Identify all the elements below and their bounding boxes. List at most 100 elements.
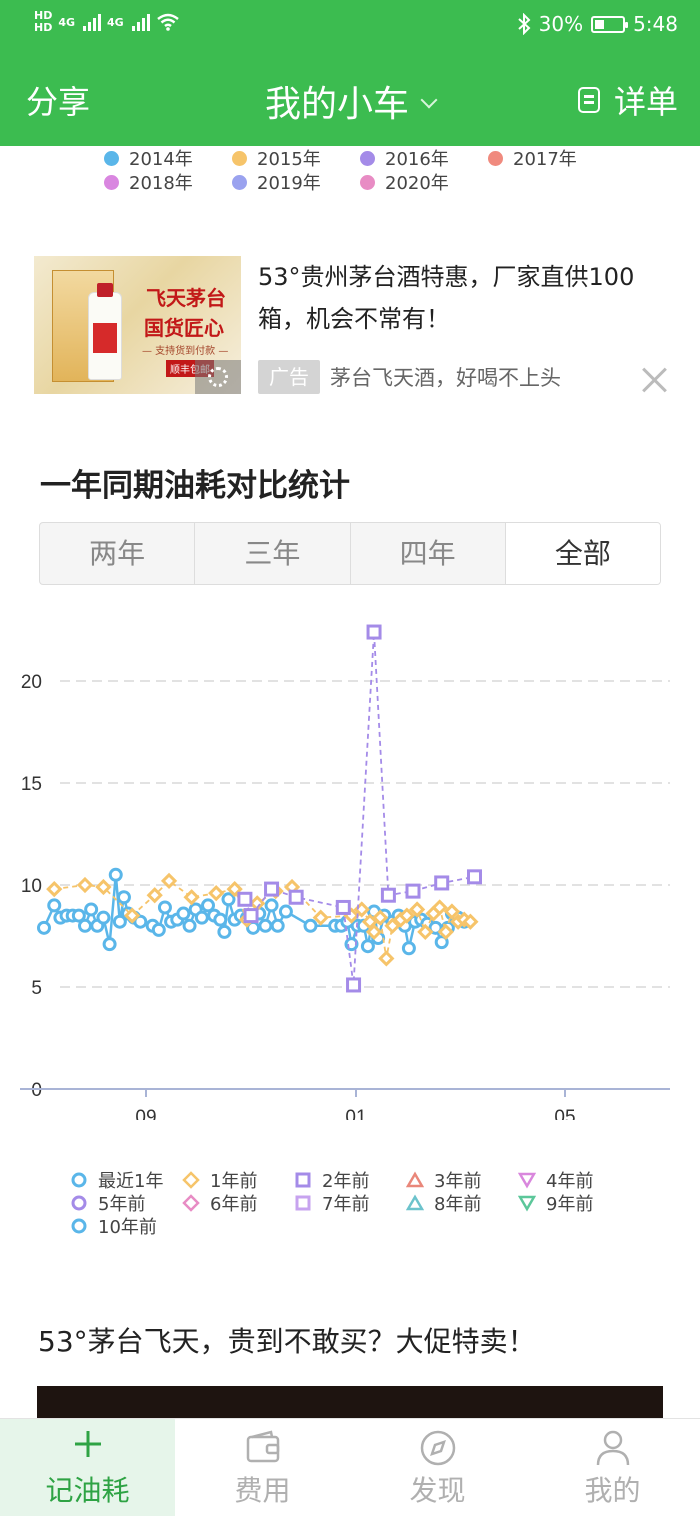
tab-label: 发现 (409, 1474, 466, 1507)
tab-record-fuel[interactable]: 记油耗 (0, 1419, 175, 1516)
compass-icon (420, 1430, 455, 1466)
share-button[interactable]: 分享 (26, 83, 91, 121)
data-point (378, 950, 395, 967)
data-point (431, 899, 448, 916)
legend-item[interactable]: 2015年 (232, 145, 360, 171)
y-tick-label: 20 (21, 672, 42, 693)
data-point (102, 937, 117, 952)
ad-banner[interactable]: 飞天茅台 国货匠心 — 支持货到付款 — 顺丰包邮 53°贵州茅台酒特惠，厂家直… (34, 256, 674, 396)
data-point (78, 918, 92, 933)
ad-corner-icon (195, 360, 241, 394)
legend-label: 2020年 (385, 173, 449, 194)
legend-item[interactable]: 6年前 (182, 1190, 294, 1216)
detail-button[interactable]: 详单 (577, 77, 678, 123)
data-point (360, 939, 375, 954)
legend-item[interactable]: 最近1年 (70, 1167, 182, 1193)
legend-item[interactable]: 1年前 (182, 1167, 294, 1193)
data-point (76, 876, 94, 894)
legend-label: 2年前 (322, 1170, 370, 1192)
data-point (264, 881, 280, 897)
data-point (124, 907, 141, 924)
legend-item[interactable]: 2018年 (104, 169, 232, 195)
tab-label: 我的 (584, 1474, 641, 1507)
tab-two-years[interactable]: 两年 (40, 523, 196, 584)
plus-icon (74, 1431, 101, 1457)
data-point (243, 908, 259, 924)
tab-three-years[interactable]: 三年 (195, 523, 351, 584)
legend-item[interactable]: 2017年 (488, 145, 616, 171)
data-point (176, 906, 191, 921)
data-point (467, 869, 482, 885)
legend-item[interactable]: 9年前 (518, 1190, 630, 1216)
x-tick-label: 01 (345, 1107, 366, 1120)
legend-marker-icon (295, 1195, 311, 1210)
legend-marker-icon (295, 1172, 311, 1187)
data-point (194, 910, 209, 925)
data-point (384, 917, 401, 934)
tab-label: 费用 (234, 1474, 291, 1507)
legend-item[interactable]: 3年前 (406, 1167, 518, 1193)
data-point (116, 890, 131, 905)
bottom-tab-bar: 记油耗 费用 发现 我的 (0, 1418, 700, 1516)
data-point (346, 977, 362, 993)
legend-item[interactable]: 8年前 (406, 1190, 518, 1216)
legend-row: 最近1年 1年前 2年前 3年前 4年前 (70, 1167, 630, 1193)
legend-marker-icon (518, 1172, 536, 1188)
legend-dot-icon (104, 174, 119, 190)
data-point (365, 923, 383, 941)
car-selector[interactable]: 我的小车 (0, 75, 700, 127)
data-point (201, 898, 215, 913)
year-legend: 2014年 2015年 2016年 2017年 2018年 2019年 2020… (104, 146, 624, 194)
promo-title[interactable]: 53°茅台飞天，贵到不敢买？大促特卖！ (38, 1325, 536, 1358)
signal-bars-icon-2 (131, 13, 150, 31)
legend-label: 2017年 (513, 149, 577, 170)
ad-image-text: — 支持货到付款 — (142, 346, 229, 357)
data-point (146, 887, 163, 904)
data-point (217, 924, 232, 939)
y-tick-label: 15 (21, 774, 42, 795)
bottle-image (88, 283, 122, 380)
legend-dot-icon (232, 174, 247, 190)
data-point (258, 918, 273, 933)
data-point (237, 891, 253, 907)
legend-item[interactable]: 10年前 (70, 1213, 185, 1239)
y-tick-label: 5 (31, 978, 42, 999)
data-point (270, 918, 285, 933)
tab-four-years[interactable]: 四年 (351, 523, 506, 584)
data-point (398, 907, 415, 924)
legend-item[interactable]: 2年前 (294, 1167, 406, 1193)
data-point (288, 889, 304, 905)
legend-item[interactable]: 2020年 (360, 169, 488, 195)
data-point (208, 885, 225, 902)
legend-label: 2018年 (129, 173, 193, 194)
legend-item[interactable]: 2016年 (360, 145, 488, 171)
close-icon[interactable] (640, 366, 668, 394)
legend-dot-icon (360, 150, 375, 166)
legend-dot-icon (104, 150, 119, 166)
legend-item[interactable]: 4年前 (518, 1167, 630, 1193)
tab-expenses[interactable]: 费用 (175, 1419, 350, 1516)
ad-subtitle: 茅台飞天酒，好喝不上头 (330, 366, 561, 390)
page-title: 我的小车 (264, 84, 409, 125)
tab-profile[interactable]: 我的 (525, 1419, 700, 1516)
ad-image[interactable]: 飞天茅台 国货匠心 — 支持货到付款 — 顺丰包邮 (34, 256, 241, 394)
data-point (401, 941, 416, 956)
legend-label: 4年前 (546, 1170, 594, 1192)
y-tick-label: 10 (21, 876, 42, 897)
tab-label: 记油耗 (45, 1474, 130, 1507)
legend-item[interactable]: 2019年 (232, 169, 360, 195)
app-header: 分享 我的小车 详单 (0, 55, 700, 145)
tab-discover[interactable]: 发现 (350, 1419, 525, 1516)
data-point (335, 899, 351, 915)
top-bar: HD HD 4G 4G 30% 5:48 分享 我的小车 详单 (0, 0, 700, 146)
ad-title[interactable]: 53°贵州茅台酒特惠，厂家直供100箱，机会不常有！ (258, 263, 635, 333)
tab-all[interactable]: 全部 (505, 523, 660, 584)
data-point (71, 908, 86, 923)
legend-item[interactable]: 2014年 (104, 145, 232, 171)
data-point (312, 909, 329, 926)
data-point (46, 880, 63, 898)
legend-item[interactable]: 7年前 (294, 1190, 406, 1216)
legend-item[interactable]: 5年前 (70, 1190, 182, 1216)
wifi-icon (156, 13, 179, 31)
detail-label: 详单 (613, 83, 678, 121)
